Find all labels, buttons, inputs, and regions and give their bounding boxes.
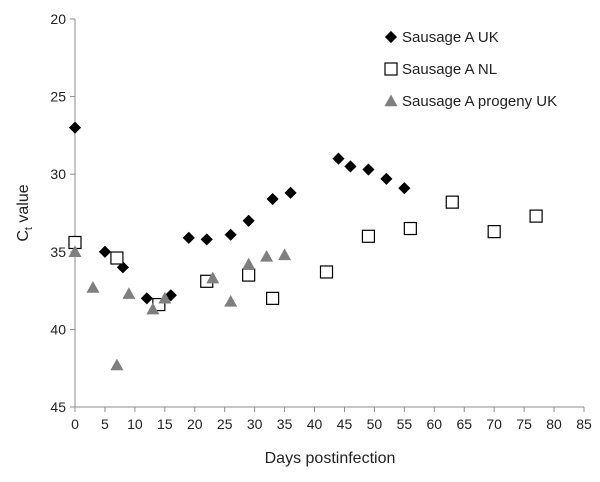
x-tick-label: 20 <box>187 416 203 432</box>
data-point <box>224 228 237 241</box>
data-point <box>86 280 100 293</box>
data-point <box>284 186 297 199</box>
y-tick-label: 35 <box>50 244 66 260</box>
data-point <box>242 257 256 270</box>
y-axis-title: Ct value <box>15 184 35 241</box>
data-point <box>380 172 393 185</box>
legend-marker <box>384 62 398 76</box>
y-axis-title-sub: t <box>23 227 35 230</box>
x-tick-label: 15 <box>157 416 173 432</box>
data-point <box>319 265 334 279</box>
data-point <box>122 287 136 299</box>
data-point <box>398 182 411 195</box>
x-tick-label: 10 <box>127 416 143 432</box>
data-point <box>344 160 357 173</box>
data-point <box>403 221 417 236</box>
data-point <box>332 152 345 165</box>
legend-marker <box>384 30 398 44</box>
data-points <box>68 121 543 371</box>
series-0 <box>68 121 411 305</box>
x-axis-title: Days postinfection <box>265 450 396 467</box>
y-tick-label: 25 <box>50 89 66 105</box>
x-tick-label: 80 <box>546 416 562 432</box>
x-tick-label: 25 <box>217 416 233 432</box>
y-tick-label: 30 <box>50 166 66 182</box>
x-tick-label: 75 <box>516 416 532 432</box>
data-point <box>158 291 172 304</box>
data-point <box>140 292 153 305</box>
data-point <box>110 251 124 265</box>
legend: Sausage A UK Sausage A NL Sausage A progen… <box>384 29 557 110</box>
data-point <box>242 268 256 282</box>
data-point <box>224 294 238 307</box>
data-point <box>266 192 279 206</box>
y-tick-label: 40 <box>50 321 66 337</box>
data-point <box>68 121 82 134</box>
data-point <box>110 358 124 371</box>
legend-label: Sausage A UK <box>402 29 499 46</box>
y-tick-label: 45 <box>50 399 66 415</box>
data-point <box>529 209 543 223</box>
series-2 <box>68 245 292 371</box>
x-tick-label: 40 <box>307 416 323 432</box>
x-tick-label: 60 <box>427 416 443 432</box>
data-point <box>242 214 255 227</box>
x-tick-label: 50 <box>367 416 383 432</box>
data-point <box>266 291 280 305</box>
x-tick-label: 70 <box>486 416 502 432</box>
x-tick-label: 85 <box>576 416 592 432</box>
x-tick-label: 55 <box>397 416 413 432</box>
y-axis-title-main: C <box>15 230 32 242</box>
data-point <box>260 249 274 262</box>
data-point <box>182 231 195 244</box>
axes <box>70 18 585 412</box>
data-point <box>146 302 160 315</box>
x-tick-label: 0 <box>71 416 79 432</box>
y-axis-title-rest: value <box>15 184 32 227</box>
data-point <box>206 271 220 284</box>
data-point <box>278 248 292 261</box>
x-tick-label: 30 <box>247 416 263 432</box>
x-tick-label: 45 <box>337 416 353 432</box>
x-tick-label: 5 <box>101 416 109 432</box>
legend-marker <box>384 94 398 107</box>
data-point <box>98 245 112 258</box>
data-point <box>68 245 82 257</box>
y-tick-label: 20 <box>50 11 66 27</box>
series-1 <box>68 195 543 312</box>
data-point <box>487 225 501 239</box>
data-point <box>362 163 375 176</box>
data-point <box>200 233 213 246</box>
legend-label: Sausage A NL <box>402 61 497 78</box>
data-point <box>445 195 459 209</box>
x-tick-label: 65 <box>456 416 472 432</box>
legend-label: Sausage A progeny UK <box>402 93 557 110</box>
x-tick-label: 35 <box>277 416 293 432</box>
tick-labels: 0 5 10 15 20 25 30 35 40 45 50 55 60 65 70 75 80 85 20 25 30… <box>50 11 592 432</box>
data-point <box>361 229 376 243</box>
